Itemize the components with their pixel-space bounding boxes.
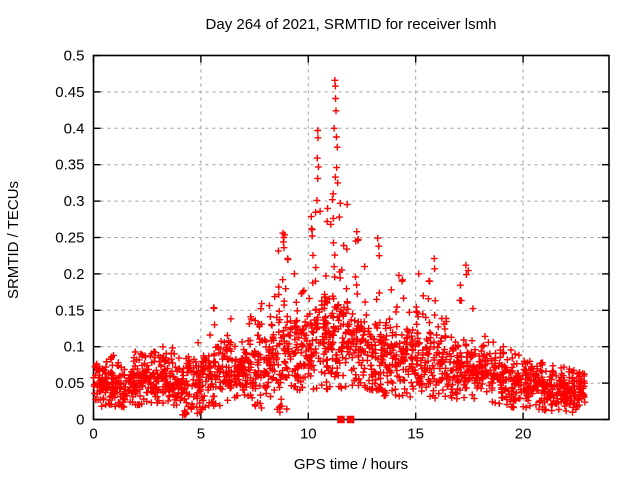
- y-tick-label: 0.05: [55, 375, 84, 392]
- x-tick-label: 20: [515, 426, 532, 443]
- x-tick-label: 10: [300, 426, 317, 443]
- y-tick-label: 0.35: [55, 157, 84, 174]
- x-tick-label: 5: [197, 426, 205, 443]
- chart-title: Day 264 of 2021, SRMTID for receiver lsm…: [206, 16, 497, 33]
- y-tick-labels: 0 0.05 0.1 0.15 0.2 0.25 0.3 0.35 0.4 0.45 0.5: [55, 48, 84, 429]
- y-tick-label: 0.4: [64, 120, 85, 137]
- y-tick-label: 0.2: [64, 266, 85, 283]
- x-axis-label: GPS time / hours: [294, 456, 408, 473]
- y-tick-label: 0.3: [64, 193, 85, 210]
- y-tick-label: 0.1: [64, 339, 85, 356]
- x-tick-label: 0: [89, 426, 97, 443]
- y-tick-label: 0.25: [55, 230, 84, 247]
- x-tick-labels: 0 5 10 15 20: [89, 426, 531, 443]
- zero-flag-square: [346, 415, 355, 424]
- y-tick-label: 0.5: [64, 48, 85, 65]
- srmtid-plus-markers: [90, 76, 589, 419]
- zero-flag-square: [337, 415, 345, 424]
- flag-markers: [337, 415, 355, 424]
- data-points: [90, 76, 589, 419]
- y-axis-label: SRMTID / TECUs: [5, 181, 22, 299]
- x-tick-label: 15: [407, 426, 424, 443]
- y-tick-label: 0: [76, 412, 84, 429]
- y-tick-label: 0.45: [55, 84, 84, 101]
- gridlines: [93, 55, 609, 420]
- y-tick-label: 0.15: [55, 302, 84, 319]
